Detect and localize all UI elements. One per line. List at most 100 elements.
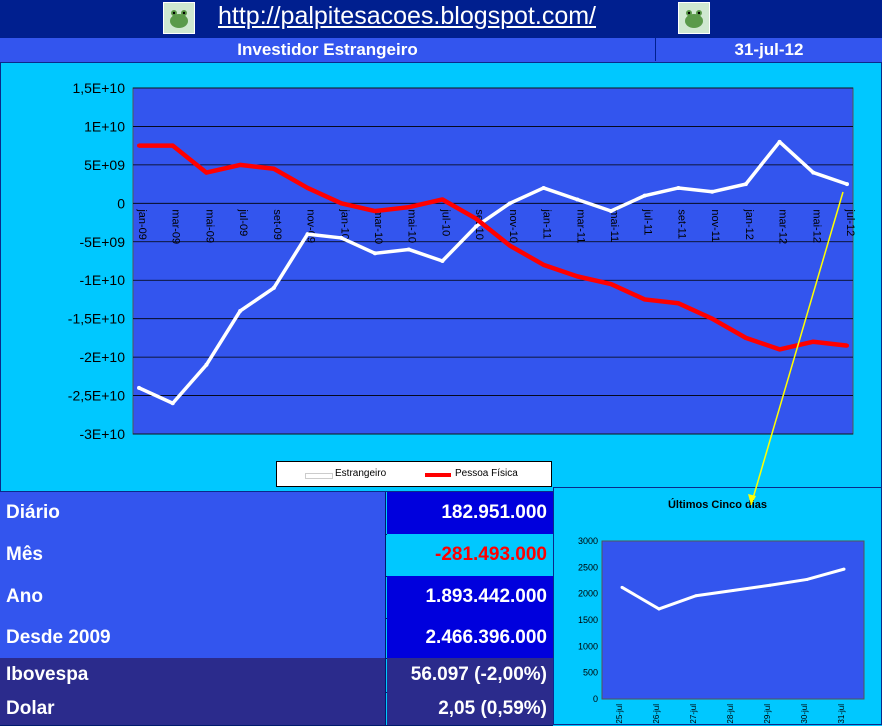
data-point [811,339,816,344]
stat-label: Mês [0,534,386,576]
mini-y-tick-label: 2500 [578,562,598,572]
data-point [406,205,411,210]
x-tick-label: jul-11 [642,208,654,235]
x-tick-label: mai-12 [810,209,822,243]
data-point [642,297,647,302]
mini-chart: 0 500 1000 1500 2000 2500 3000 25-jul 26-jul 27-j… [578,536,865,724]
mini-data-point [768,583,772,587]
y-tick-label: 5E+09 [84,157,125,173]
report-date: 31-jul-12 [734,40,804,59]
main-chart: 1,5E+10 1E+10 5E+09 0 -5E+09 -1E+10 -1,5E+10 -2… [68,80,856,442]
y-tick-label: -1,5E+10 [68,311,125,327]
data-point [137,143,141,148]
blog-link[interactable]: http://palpitesacoes.blogspot.com/ [218,2,597,30]
data-point [238,308,243,313]
x-tick-label: jan-10 [338,208,350,240]
data-point [305,185,310,190]
y-tick-label: 1E+10 [84,118,125,134]
x-tick-label: nov-10 [507,209,519,243]
stat-label: Dolar [0,692,386,725]
stat-value: 2,05 (0,59%) [387,692,553,725]
data-point [271,166,276,171]
x-tick-label: mai-11 [608,209,620,242]
data-point [777,139,782,144]
frog-icon [678,2,710,34]
legend-label-estrangeiro: Estrangeiro [335,468,387,479]
mini-y-tick-label: 3000 [578,536,598,546]
y-tick-label: 0 [117,195,125,211]
x-tick-label: mar-11 [574,209,586,243]
data-point [710,189,715,194]
legend-swatch-estrangeiro [305,473,333,479]
stat-row: Ano 1.893.442.000 [0,576,553,619]
data-point [575,274,580,279]
mini-data-point [805,577,809,581]
x-tick-label: mai-09 [203,209,215,243]
legend-label-pessoa-fisica: Pessoa Física [455,468,518,479]
stat-label: Ibovespa [0,658,386,692]
chart-legend: Estrangeiro Pessoa Física [276,461,552,487]
header-bar [0,0,882,37]
x-tick-label: jul-10 [439,208,451,236]
y-tick-label: -3E+10 [79,426,125,442]
data-point [339,201,344,206]
stat-value: 2.466.396.000 [387,618,553,658]
page-title: Investidor Estrangeiro [237,40,418,59]
stat-row: Ibovespa 56.097 (-2,00%) [0,658,553,693]
mini-y-tick-label: 2000 [578,589,598,599]
x-tick-label: mar-10 [372,209,384,244]
data-point [137,385,141,390]
stat-label: Diário [0,492,386,534]
stat-label: Desde 2009 [0,618,386,658]
stat-value: -281.493.000 [387,534,553,576]
stat-row: Mês -281.493.000 [0,534,553,577]
mini-data-point [731,589,735,593]
data-point [373,209,377,214]
mini-x-tick-label: 28-jul [726,704,735,724]
y-tick-label: -5E+09 [79,234,125,250]
y-tick-label: -2,5E+10 [68,388,125,404]
frog-icon [163,2,195,34]
series-line-pessoa-fisica [139,143,848,352]
mini-y-tick-label: 0 [593,694,598,704]
x-tick-label: set-11 [675,209,687,239]
data-point [575,197,580,202]
mini-data-point [842,567,846,571]
data-point [474,216,479,221]
mini-plot-area [601,540,865,700]
data-point [845,343,849,348]
data-point [642,193,647,198]
data-point [507,243,512,248]
data-point [743,182,748,187]
x-tick-label: jul-12 [844,208,856,236]
mini-x-tick-label: 25-jul [615,704,624,724]
data-point [777,347,782,352]
mini-chart-title: Últimos Cinco dias [667,499,768,511]
data-point [676,301,681,306]
data-point [541,262,546,267]
y-tick-label: -2E+10 [79,349,125,365]
mini-x-tick-label: 27-jul [689,704,698,724]
mini-data-point [694,594,698,598]
data-point [710,316,715,321]
x-tick-label: jan-11 [541,208,553,239]
y-tick-label: 1,5E+10 [72,80,125,96]
stat-value: 56.097 (-2,00%) [387,658,553,692]
x-tick-label: mai-10 [406,209,418,243]
data-point [811,170,816,175]
stat-row: Dolar 2,05 (0,59%) [0,692,553,726]
stat-row: Diário 182.951.000 [0,492,553,535]
title-separator [655,38,656,61]
mini-x-tick-label: 31-jul [837,704,846,724]
series-line-estrangeiro [138,140,848,405]
data-point [541,185,546,190]
data-point [339,235,344,240]
data-point [170,401,175,406]
data-point [170,143,175,148]
mini-y-tick-label: 1000 [578,641,598,651]
data-point [305,232,310,237]
data-point [609,209,613,214]
data-point [743,335,748,340]
x-tick-label: jan-12 [743,208,755,240]
mini-y-tick-label: 500 [583,668,598,678]
